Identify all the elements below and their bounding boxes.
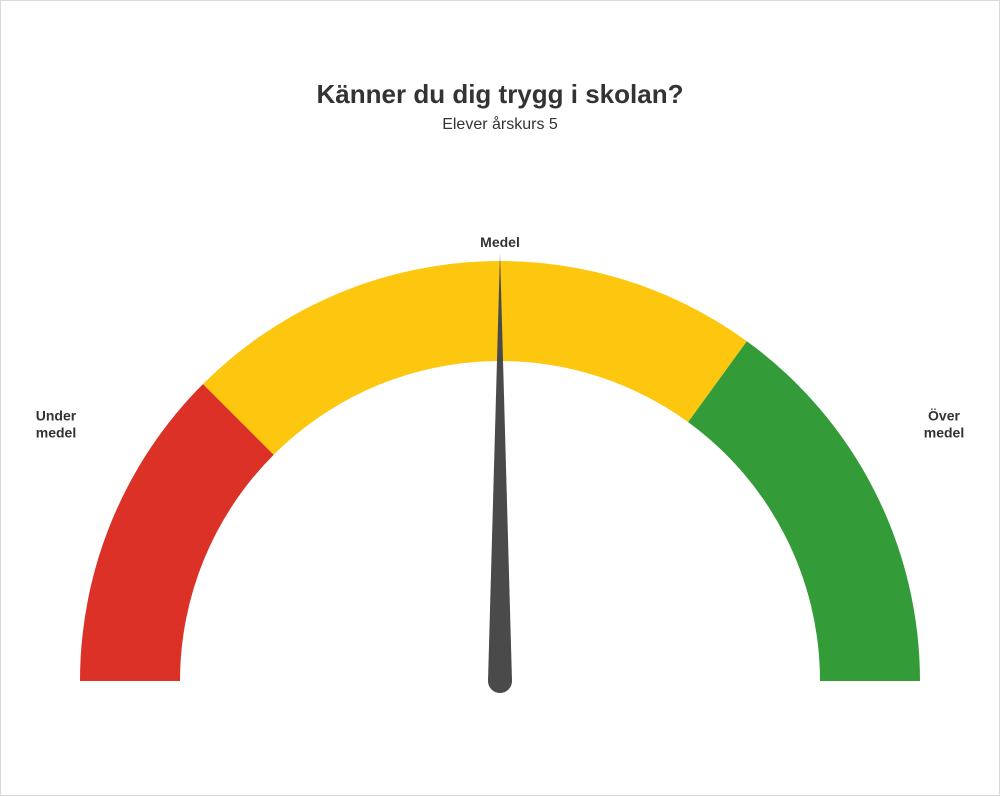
gauge-hub bbox=[488, 669, 512, 693]
gauge-container: Medel Undermedel Övermedel bbox=[1, 161, 999, 741]
gauge-segment-1 bbox=[203, 261, 747, 455]
title-block: Känner du dig trygg i skolan? Elever års… bbox=[1, 79, 999, 134]
gauge-label-right: Övermedel bbox=[924, 408, 964, 441]
gauge-label-left: Undermedel bbox=[36, 408, 77, 441]
gauge-chart: Medel Undermedel Övermedel bbox=[10, 161, 990, 741]
chart-title: Känner du dig trygg i skolan? bbox=[1, 79, 999, 110]
gauge-segment-0 bbox=[80, 384, 274, 681]
gauge-segment-2 bbox=[688, 341, 920, 681]
gauge-label-top: Medel bbox=[480, 234, 520, 250]
chart-frame: Känner du dig trygg i skolan? Elever års… bbox=[0, 0, 1000, 796]
chart-subtitle: Elever årskurs 5 bbox=[1, 116, 999, 134]
